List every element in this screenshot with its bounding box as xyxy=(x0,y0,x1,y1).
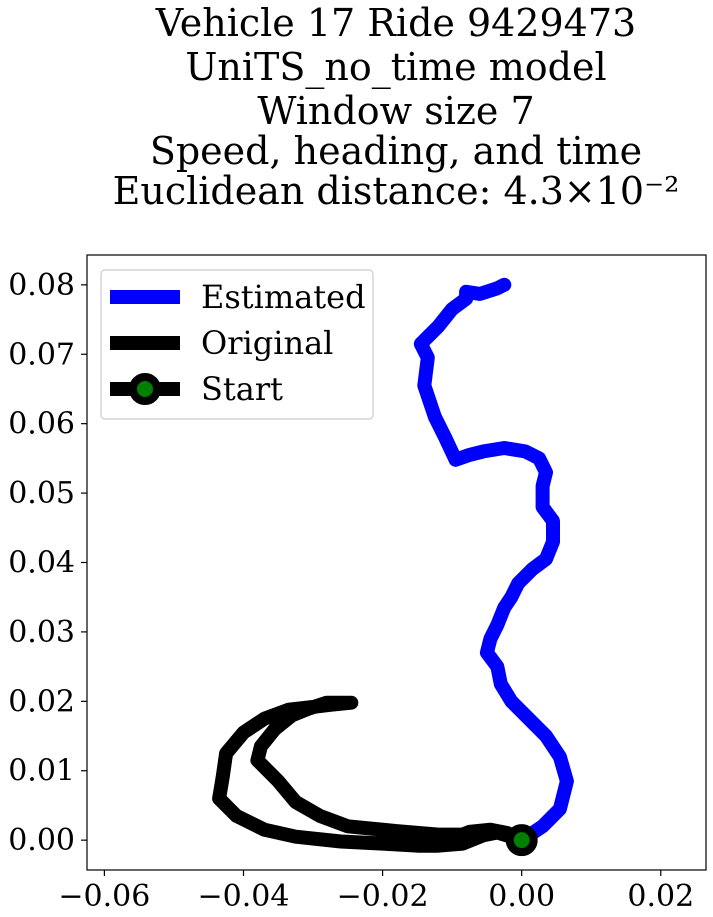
x-tick-label: −0.06 xyxy=(58,879,150,914)
plot-area xyxy=(212,277,574,857)
y-tick-label: 0.05 xyxy=(8,476,75,511)
x-tick-label: 0.00 xyxy=(488,879,555,914)
legend: Estimated Original Start xyxy=(100,269,374,420)
y-tick-label: 0.08 xyxy=(8,268,75,303)
legend-marker-start xyxy=(129,373,161,405)
x-tick-label: −0.02 xyxy=(337,879,429,914)
y-tick-label: 0.01 xyxy=(8,754,75,789)
title-line-5: Euclidean distance: 4.3×10⁻² xyxy=(113,169,680,213)
series-line-estimated xyxy=(413,277,574,848)
legend-label-estimated: Estimated xyxy=(201,278,366,316)
y-tick-label: 0.02 xyxy=(8,684,75,719)
y-tick-label: 0.06 xyxy=(8,407,75,442)
y-tick-label: 0.04 xyxy=(8,546,75,581)
title-line-4: Speed, heading, and time xyxy=(150,129,642,173)
chart-title: Vehicle 17 Ride 9429473 UniTS_no_time mo… xyxy=(113,1,680,213)
y-axis: 0.00 0.01 0.02 0.03 0.04 0.05 0.06 0.07 0.08 xyxy=(8,268,87,858)
x-axis: −0.06 −0.04 −0.02 0.00 0.02 xyxy=(58,870,694,914)
title-line-2: UniTS_no_time model xyxy=(185,45,606,90)
legend-box xyxy=(100,269,374,420)
y-tick-label: 0.07 xyxy=(8,337,75,372)
start-marker xyxy=(505,824,538,857)
series-line-original xyxy=(212,695,529,853)
x-tick-label: −0.04 xyxy=(198,879,290,914)
x-tick-label: 0.02 xyxy=(627,879,694,914)
y-tick-label: 0.00 xyxy=(8,823,75,858)
legend-label-original: Original xyxy=(201,324,333,362)
legend-label-start: Start xyxy=(201,370,283,408)
title-line-1: Vehicle 17 Ride 9429473 xyxy=(155,1,636,45)
y-tick-label: 0.03 xyxy=(8,615,75,650)
title-line-3: Window size 7 xyxy=(257,89,534,133)
